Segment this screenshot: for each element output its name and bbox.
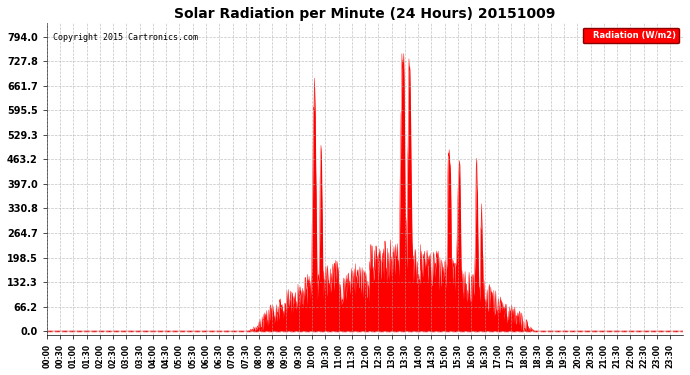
Text: Copyright 2015 Cartronics.com: Copyright 2015 Cartronics.com bbox=[53, 33, 198, 42]
Title: Solar Radiation per Minute (24 Hours) 20151009: Solar Radiation per Minute (24 Hours) 20… bbox=[175, 7, 555, 21]
Legend: Radiation (W/m2): Radiation (W/m2) bbox=[582, 28, 679, 44]
